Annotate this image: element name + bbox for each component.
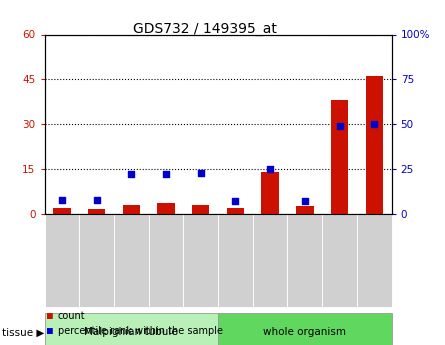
- Point: [197, 170, 204, 175]
- FancyBboxPatch shape: [149, 214, 183, 307]
- FancyBboxPatch shape: [218, 313, 392, 345]
- Bar: [262, 172, 279, 214]
- Point: [93, 197, 100, 202]
- Text: count: count: [58, 311, 85, 321]
- Bar: [123, 205, 140, 214]
- Text: GDS732 / 149395_at: GDS732 / 149395_at: [133, 22, 277, 37]
- FancyBboxPatch shape: [114, 214, 149, 307]
- Point: [128, 172, 135, 177]
- Bar: [296, 206, 314, 214]
- Bar: [158, 204, 175, 214]
- FancyBboxPatch shape: [183, 214, 218, 307]
- Bar: [227, 208, 244, 214]
- Bar: [53, 208, 70, 214]
- Text: ■: ■: [47, 311, 53, 321]
- Bar: [331, 100, 348, 214]
- Text: tissue ▶: tissue ▶: [2, 327, 44, 337]
- FancyBboxPatch shape: [322, 214, 357, 307]
- Bar: [192, 205, 210, 214]
- FancyBboxPatch shape: [44, 313, 218, 345]
- Point: [336, 123, 343, 129]
- Bar: [366, 76, 383, 214]
- FancyBboxPatch shape: [218, 214, 253, 307]
- Point: [267, 166, 274, 172]
- Text: whole organism: whole organism: [263, 327, 346, 337]
- FancyBboxPatch shape: [79, 214, 114, 307]
- Text: Malpighian tubule: Malpighian tubule: [85, 327, 178, 337]
- Point: [301, 199, 308, 204]
- FancyBboxPatch shape: [287, 214, 322, 307]
- Text: percentile rank within the sample: percentile rank within the sample: [58, 326, 223, 336]
- Text: ■: ■: [47, 326, 53, 336]
- Point: [162, 172, 170, 177]
- FancyBboxPatch shape: [253, 214, 287, 307]
- Point: [371, 121, 378, 127]
- FancyBboxPatch shape: [357, 214, 392, 307]
- FancyBboxPatch shape: [44, 214, 79, 307]
- Point: [232, 199, 239, 204]
- Point: [58, 197, 65, 202]
- Bar: [88, 209, 105, 214]
